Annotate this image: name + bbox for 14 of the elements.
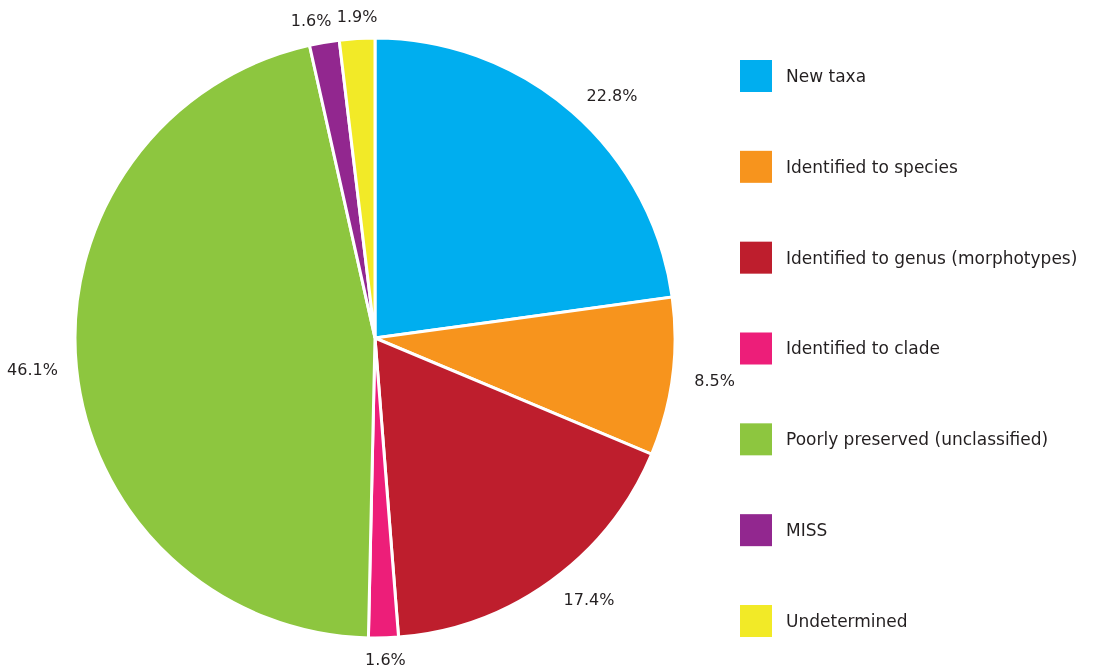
data-label: 17.4% — [563, 589, 615, 609]
legend-label: MISS — [786, 520, 828, 541]
legend-label: New taxa — [786, 65, 867, 86]
data-label: 1.9% — [336, 7, 378, 27]
data-label: 46.1% — [7, 360, 58, 380]
data-label: 22.8% — [586, 85, 638, 105]
data-label: 1.6% — [290, 11, 332, 31]
data-label: 8.5% — [694, 370, 735, 390]
legend-label: Identified to clade — [786, 338, 940, 359]
legend-label: Poorly preserved (unclassified) — [786, 429, 1049, 450]
legend-label: Identified to genus (morphotypes) — [786, 247, 1078, 268]
legend-label: Undetermined — [786, 610, 908, 631]
data-label: 1.6% — [365, 650, 406, 670]
legend-label: Identified to species — [786, 156, 958, 177]
